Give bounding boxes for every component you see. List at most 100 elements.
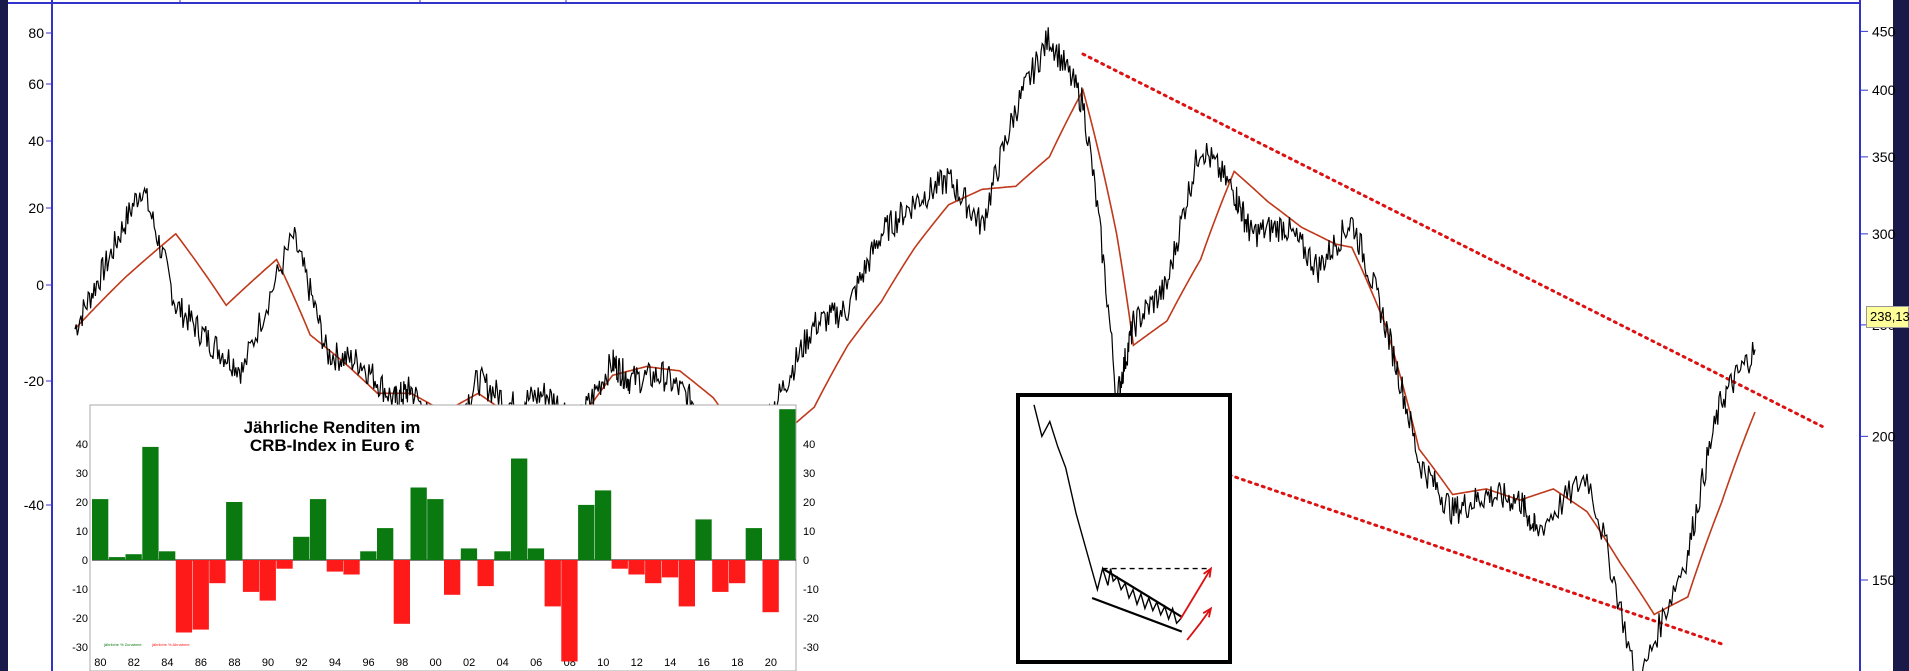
- left-tick-label: -20: [24, 373, 44, 389]
- bar-1984: [159, 551, 176, 560]
- bar-1996: [360, 551, 377, 560]
- left-axis-ticks: 80 60 40 20 0 -20 -40: [24, 25, 52, 513]
- inset-x-tick-label: 84: [161, 657, 173, 669]
- bar-2004: [494, 551, 511, 560]
- bar-2000: [427, 499, 444, 560]
- inset-right-tick-label: -10: [803, 584, 819, 596]
- bar-1982: [125, 554, 142, 560]
- bar-1983: [142, 446, 159, 560]
- left-tick-label: 20: [28, 200, 44, 216]
- right-tick-label: 200: [1872, 428, 1896, 444]
- inset-x-tick-label: 06: [530, 657, 542, 669]
- bar-2008: [561, 560, 578, 662]
- inset-x-tick-label: 88: [228, 657, 240, 669]
- left-frame-bar: [0, 0, 8, 671]
- price-line: [74, 27, 1756, 671]
- bar-1998: [393, 560, 410, 624]
- left-tick-label: 80: [28, 25, 44, 41]
- inset-x-tick-label: 92: [295, 657, 307, 669]
- inset-x-tick-label: 18: [731, 657, 743, 669]
- bar-2010: [594, 490, 612, 560]
- breakout-arrow-1: [1179, 568, 1212, 620]
- bar-1999: [410, 487, 427, 560]
- bar-1991: [276, 560, 293, 569]
- breakout-arrow-head-1: [1203, 566, 1213, 578]
- bar-1986: [192, 560, 209, 630]
- bar-2018: [729, 560, 746, 584]
- inset-right-tick-label: 30: [803, 468, 815, 480]
- inset-right-tick-label: 20: [803, 497, 815, 509]
- wedge-inset-frame: [1016, 393, 1232, 664]
- bar-1987: [209, 560, 226, 584]
- bar-1997: [377, 528, 394, 560]
- bar-2021: [779, 409, 796, 560]
- bar-2002: [460, 548, 478, 560]
- bar-1993: [309, 499, 327, 560]
- inset-x-tick-label: 94: [329, 657, 341, 669]
- left-tick-label: 40: [28, 133, 44, 149]
- left-tick-label: 0: [36, 277, 44, 293]
- left-tick-label: 60: [28, 76, 44, 92]
- inset-left-tick-label: 20: [76, 497, 88, 509]
- inset-right-tick-label: -30: [803, 642, 819, 654]
- inset-left-tick-label: 10: [76, 526, 88, 538]
- bar-2006: [527, 548, 545, 560]
- bar-1995: [343, 560, 360, 575]
- inset-right-tick-label: 40: [803, 439, 815, 451]
- wedge-drawing: [1033, 404, 1213, 641]
- inset-x-tick-label: 02: [463, 657, 475, 669]
- bar-2019: [745, 528, 762, 560]
- right-tick-label: 450: [1872, 23, 1896, 39]
- right-scrollbar-track[interactable]: [1893, 0, 1909, 671]
- inset-x-tick-label: 80: [94, 657, 106, 669]
- bar-1988: [226, 502, 243, 560]
- bar-1994: [326, 560, 343, 572]
- bar-1992: [293, 536, 310, 560]
- inset-left-tick-label: 30: [76, 468, 88, 480]
- bar-2015: [678, 560, 695, 607]
- inset-left-tick-label: -10: [72, 584, 88, 596]
- inset-x-tick-label: 82: [128, 657, 140, 669]
- current-price-tag: 238,13: [1866, 306, 1909, 328]
- bar-1990: [259, 560, 276, 601]
- wedge-pattern-inset: [1016, 393, 1232, 664]
- bar-2016: [695, 519, 712, 560]
- right-axis-ticks: 450400350300250200150: [1860, 23, 1896, 588]
- right-tick-label: 300: [1872, 226, 1896, 242]
- inset-x-tick-label: 20: [765, 657, 777, 669]
- left-tick-label: -40: [24, 497, 44, 513]
- price-series: [74, 27, 1756, 671]
- inset-bars: [92, 409, 796, 662]
- bar-2009: [578, 504, 595, 560]
- bar-2020: [762, 560, 779, 613]
- inset-title-line: CRB-Index in Euro €: [250, 436, 415, 455]
- inset-title: Jährliche Renditen im CRB-Index in Euro €: [244, 418, 421, 455]
- inset-x-tick-label: 12: [631, 657, 643, 669]
- inset-right-tick-label: -20: [803, 613, 819, 625]
- inset-left-tick-label: 0: [82, 555, 88, 567]
- bar-1981: [108, 557, 126, 560]
- inset-x-tick-label: 10: [597, 657, 609, 669]
- wedge-lower-line: [1091, 596, 1183, 633]
- breakout-arrow-head-2: [1202, 606, 1213, 618]
- inset-right-tick-label: 0: [803, 555, 809, 567]
- bar-1989: [242, 560, 260, 592]
- right-tick-label: 150: [1872, 572, 1896, 588]
- bar-2012: [628, 560, 645, 575]
- bar-2014: [661, 560, 679, 578]
- inset-x-tick-label: 96: [362, 657, 374, 669]
- inset-title-line: Jährliche Renditen im: [244, 418, 421, 437]
- bar-2013: [645, 560, 662, 584]
- legend-increase: jährliche % Zunahme: [103, 642, 142, 647]
- inset-x-tick-label: 04: [497, 657, 509, 669]
- right-tick-label: 350: [1872, 149, 1896, 165]
- trend-line-upper: [1081, 52, 1824, 428]
- bar-2005: [511, 458, 528, 560]
- inset-x-tick-label: 90: [262, 657, 274, 669]
- inset-left-tick-label: -20: [72, 613, 88, 625]
- bar-2003: [477, 560, 494, 587]
